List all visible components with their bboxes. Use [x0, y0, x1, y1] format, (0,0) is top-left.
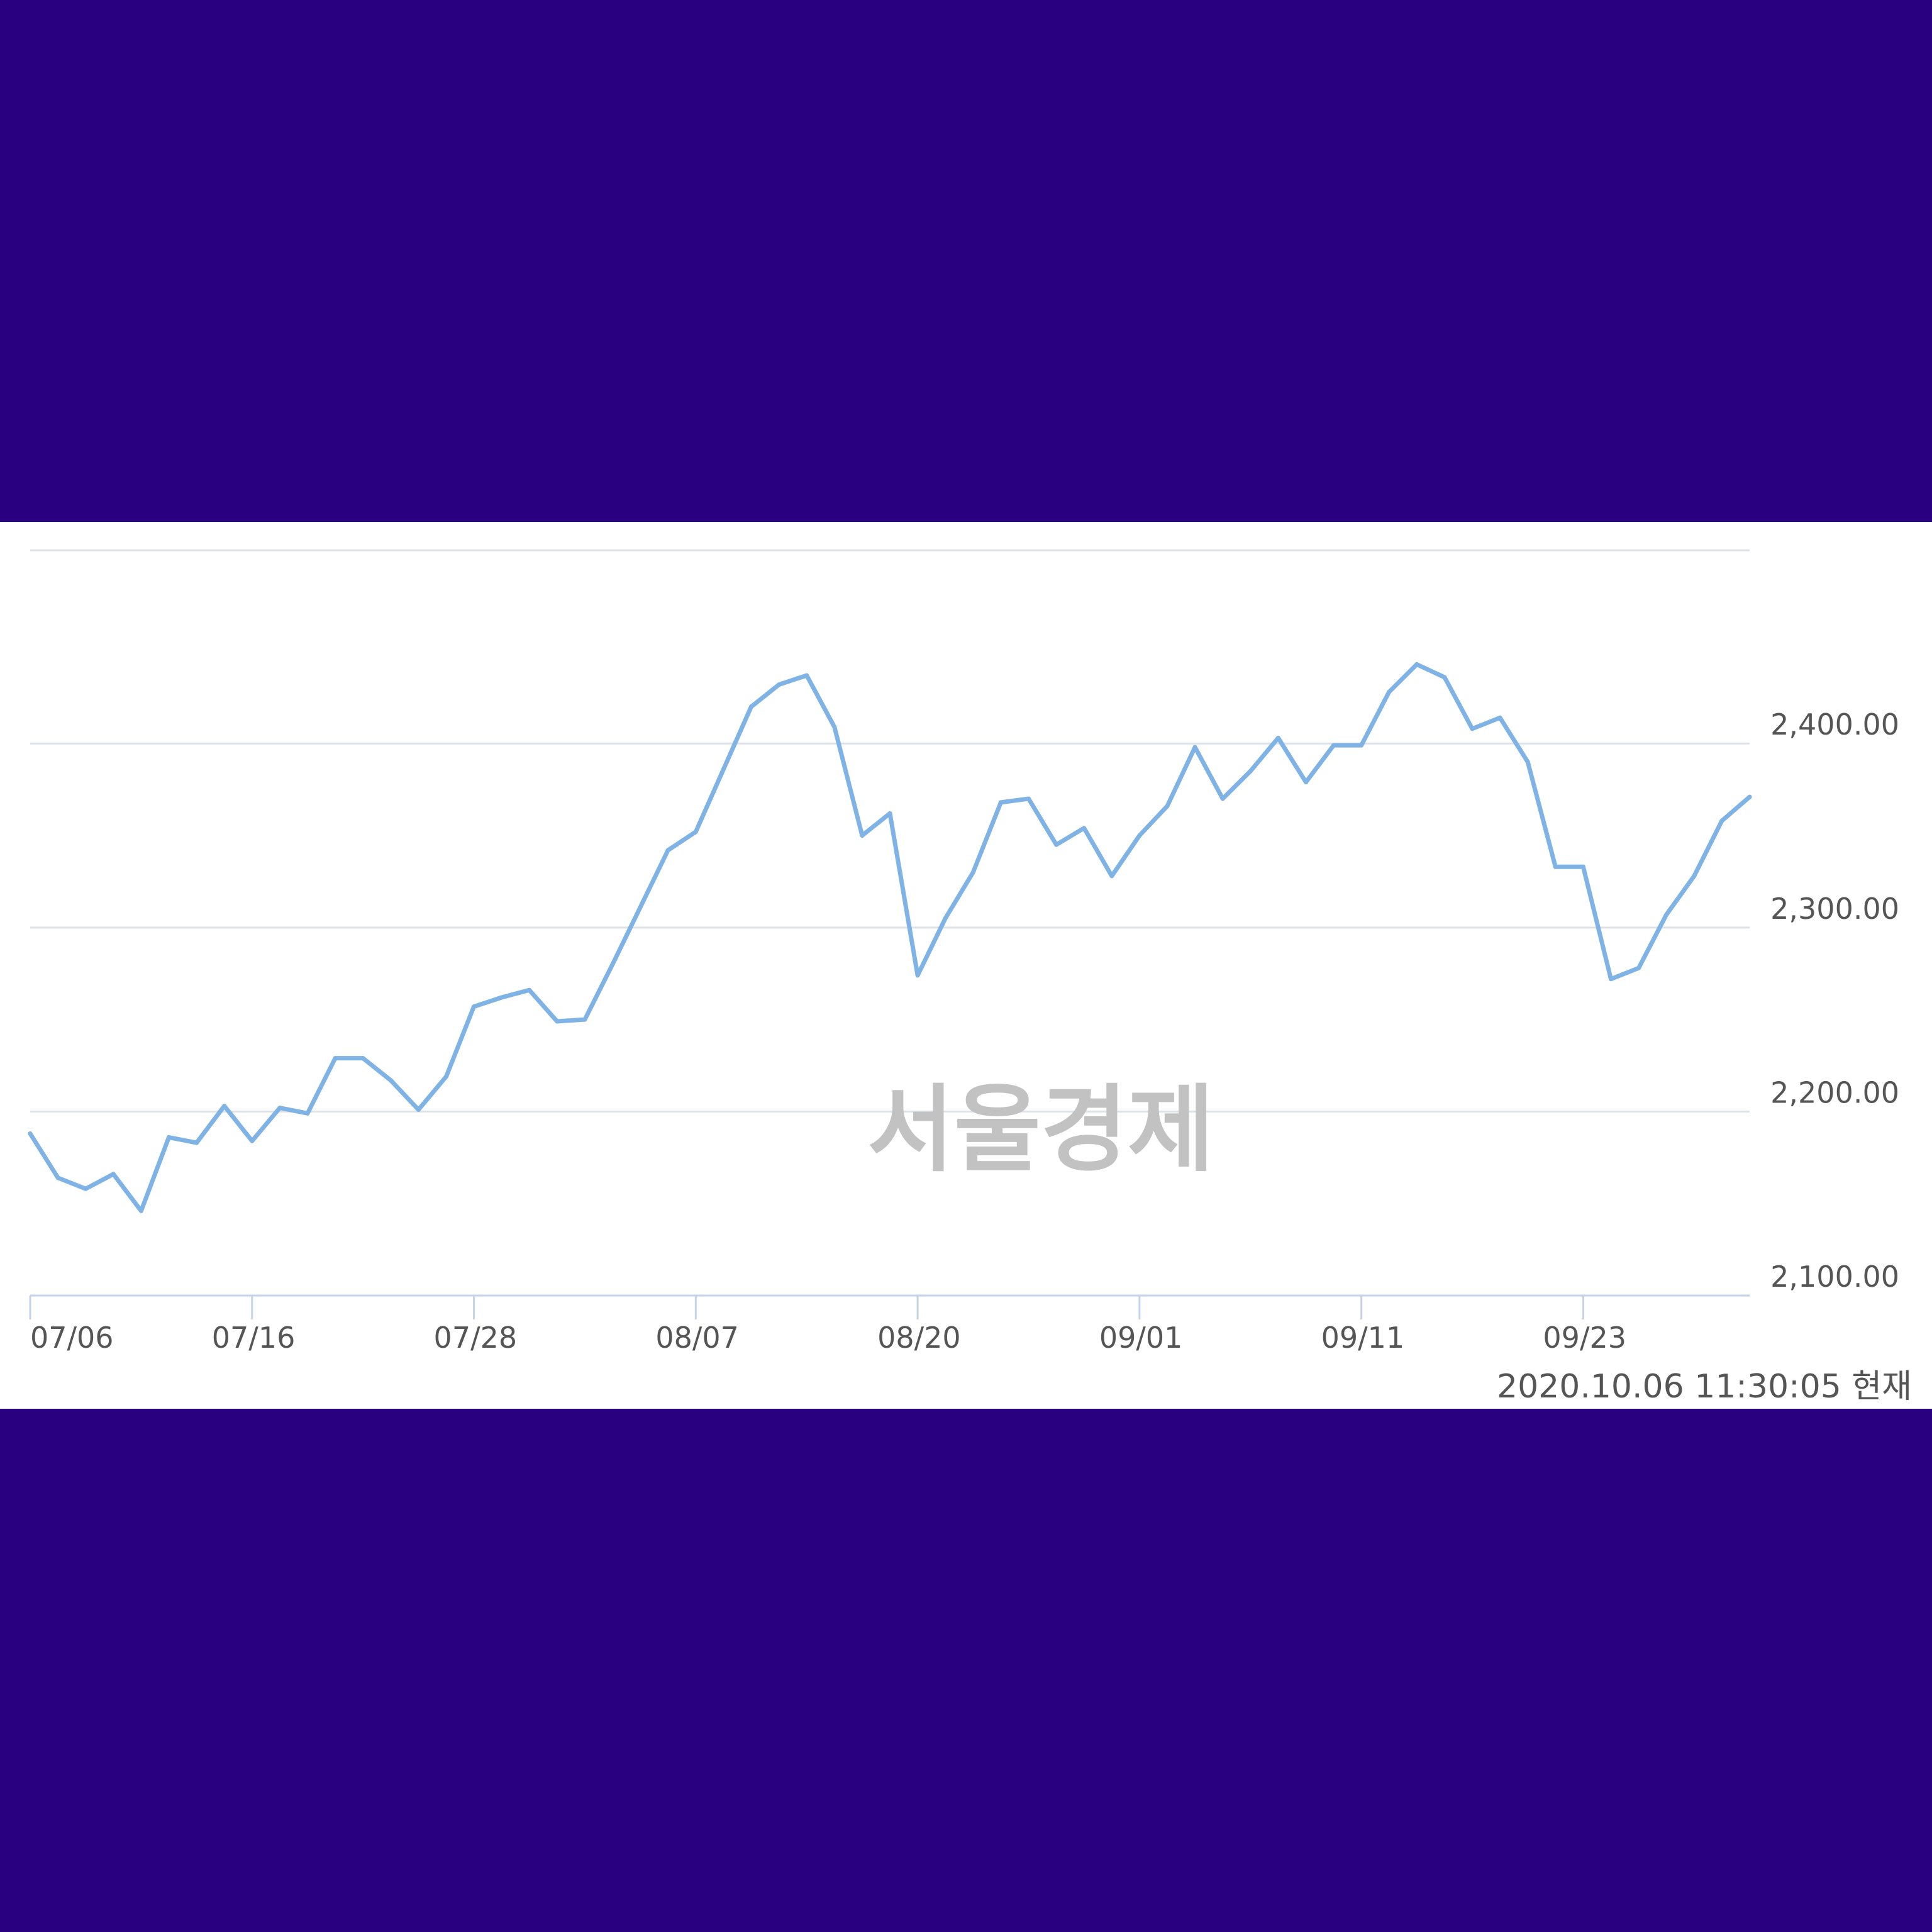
- data-point: [250, 1138, 255, 1143]
- x-tick-label: 09/23: [1543, 1321, 1626, 1355]
- data-point: [1580, 864, 1585, 869]
- data-point: [28, 1131, 33, 1136]
- data-point: [1359, 743, 1364, 748]
- y-tick-label: 2,100.00: [1770, 1260, 1899, 1294]
- x-tick-label: 08/20: [877, 1321, 961, 1355]
- data-point: [638, 905, 643, 910]
- timestamp-label: 2020.10.06 11:30:05 현재: [1497, 1368, 1912, 1406]
- data-point: [1414, 662, 1419, 667]
- data-point: [1719, 818, 1724, 823]
- data-point: [915, 973, 920, 978]
- data-point: [1275, 735, 1280, 740]
- data-point: [887, 811, 892, 816]
- data-point: [1664, 912, 1669, 917]
- x-tick-label: 07/28: [434, 1321, 518, 1355]
- data-point: [360, 1056, 365, 1061]
- data-point: [1553, 864, 1558, 869]
- data-point: [333, 1056, 338, 1061]
- data-point: [111, 1172, 116, 1177]
- data-point: [693, 830, 698, 835]
- data-point: [194, 1140, 199, 1145]
- data-point: [610, 962, 615, 967]
- data-point: [665, 848, 670, 853]
- data-point: [277, 1106, 282, 1111]
- x-tick-label: 07/16: [212, 1321, 296, 1355]
- data-point: [472, 1004, 476, 1009]
- series-layer: [28, 662, 1752, 1213]
- data-point: [83, 1186, 88, 1191]
- data-point: [388, 1078, 393, 1083]
- data-point: [499, 995, 504, 1000]
- y-tick-label: 2,400.00: [1770, 708, 1899, 741]
- data-point: [555, 1019, 560, 1024]
- line-chart: 서울경제 2,100.00 2,200.00 2,300.00 2,400.00 07…: [28, 549, 1912, 1406]
- data-point: [1082, 826, 1087, 831]
- data-point: [138, 1208, 143, 1213]
- data-point: [1609, 977, 1613, 982]
- data-point: [1636, 965, 1641, 970]
- x-tick-label: 07/06: [30, 1321, 114, 1355]
- data-point: [943, 916, 948, 921]
- x-axis-tick-labels: 07/06 07/16 07/28 08/07 08/20 09/01 09/11 09/23: [30, 1321, 1626, 1355]
- data-point: [527, 987, 532, 992]
- x-tick-label: 09/01: [1099, 1321, 1183, 1355]
- data-point: [1109, 874, 1114, 879]
- data-point: [55, 1175, 60, 1180]
- data-point: [721, 767, 726, 772]
- data-point: [804, 673, 809, 678]
- data-point: [1747, 794, 1752, 799]
- data-point: [1054, 842, 1059, 847]
- x-tick-label: 08/07: [655, 1321, 739, 1355]
- data-point: [1387, 689, 1392, 694]
- data-point: [970, 870, 975, 875]
- data-point: [444, 1074, 448, 1079]
- data-point: [1304, 780, 1308, 785]
- data-point: [582, 1017, 587, 1022]
- data-point: [305, 1111, 310, 1116]
- data-point: [222, 1104, 227, 1109]
- data-point: [1248, 769, 1253, 774]
- data-point: [832, 724, 837, 730]
- y-tick-label: 2,200.00: [1770, 1075, 1899, 1109]
- data-point: [998, 800, 1003, 805]
- data-point: [1192, 745, 1197, 750]
- data-point: [167, 1135, 171, 1140]
- data-point: [1470, 726, 1475, 731]
- data-point: [1442, 675, 1447, 680]
- x-tick-label: 09/11: [1321, 1321, 1405, 1355]
- y-tick-label: 2,300.00: [1770, 892, 1899, 926]
- data-point: [1026, 796, 1031, 801]
- watermark-logo: 서울경제: [867, 1075, 1214, 1185]
- chart-panel: [0, 522, 1932, 1409]
- x-axis: [29, 1294, 1750, 1319]
- data-point: [1525, 760, 1530, 764]
- y-axis-tick-labels: 2,100.00 2,200.00 2,300.00 2,400.00: [1770, 708, 1899, 1294]
- data-point: [860, 833, 865, 838]
- data-point: [749, 704, 753, 709]
- data-point: [777, 682, 782, 687]
- data-point: [416, 1108, 421, 1112]
- data-point: [1497, 715, 1502, 720]
- data-point: [1137, 833, 1142, 838]
- data-point: [1220, 796, 1225, 801]
- data-point: [1331, 743, 1336, 748]
- grid-lines: [30, 549, 1750, 1113]
- data-point: [1165, 804, 1170, 809]
- data-point: [1692, 874, 1697, 879]
